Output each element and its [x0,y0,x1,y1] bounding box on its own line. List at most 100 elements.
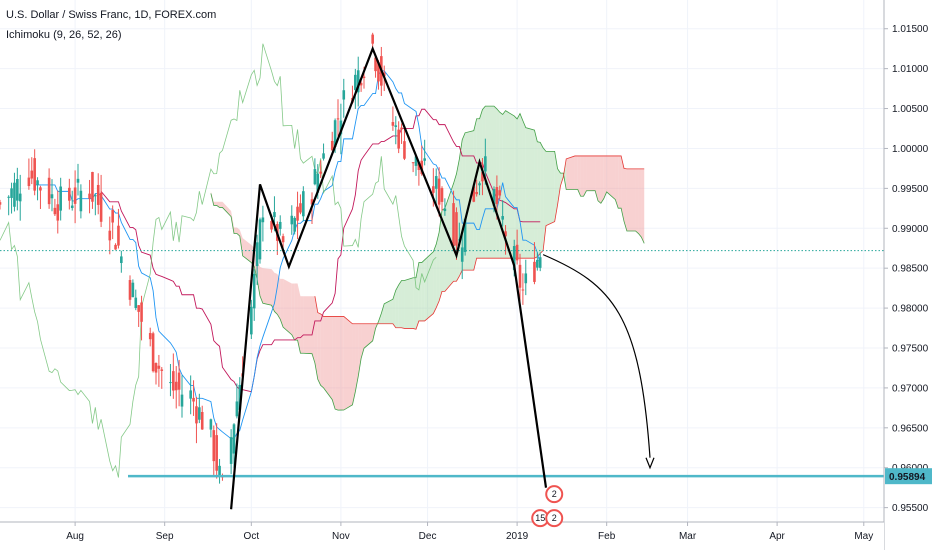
candle-body [484,156,487,172]
candle-body [452,203,455,247]
indicator-legend[interactable]: Ichimoku (9, 26, 52, 26) [6,29,122,41]
senkou-span-b-line [314,155,645,330]
candle-body [252,273,256,309]
candle-body [411,162,415,164]
candle-body [440,188,444,202]
candle-body [333,120,337,147]
cloud-segment [595,155,598,201]
candle-body [258,219,262,260]
cloud-segment [540,142,544,254]
event-marker-label: 15 [535,513,545,523]
price-tick-label: 0.96500 [892,423,929,434]
cloud-segment [355,323,359,392]
candle-body [200,411,204,430]
cloud-segment [476,118,480,259]
candle-body [512,246,516,271]
candle-body [293,217,296,232]
candle-body [56,204,60,221]
candlesticks [0,32,542,484]
cloud-segment [260,266,263,304]
cloud-segment [398,280,402,328]
cloud-segment [577,155,581,197]
candle-body [437,178,441,205]
cloud-segment [338,316,341,411]
candle-body [120,256,123,263]
candle-body [391,122,395,126]
candle-body [151,333,155,372]
cloud-segment [323,316,333,400]
candle-body [73,187,77,204]
time-tick-label: 2019 [506,531,529,542]
price-axis-bg [884,0,932,550]
cloud-segment [583,155,587,197]
candle-body [140,302,143,322]
candle-body [53,207,57,215]
cloud-segment [439,210,442,302]
cloud-segment [574,155,578,190]
candle-body [423,158,426,161]
cloud-segment [494,106,497,259]
candle-body [290,215,294,225]
candle-body [273,212,276,218]
candle-body [322,153,325,159]
cloud-segment [424,251,434,321]
price-tick-label: 0.98500 [892,264,929,275]
candle-body [313,169,317,185]
candle-body [270,221,273,230]
candle-body [475,191,478,195]
cloud-segment [216,201,220,208]
cloud-segment [557,168,561,205]
cloud-segment [277,274,281,320]
cloud-segment [413,277,416,330]
time-tick-label: Apr [769,531,785,542]
candle-body [134,297,138,308]
candle-body [362,76,366,79]
event-marker-icon [545,485,564,504]
cloud-segment [600,155,604,204]
cloud-segment [297,283,301,354]
price-tick-label: 1.00500 [892,104,929,115]
cloud-segment [517,113,520,259]
event-markers[interactable]: 2 15 2 [531,485,564,528]
projection-arrow-head [645,457,655,470]
time-tick-label: Mar [679,531,697,542]
candle-body [255,242,259,267]
candle-body [174,381,178,391]
cloud-segment [502,110,506,259]
cloud-segment [352,323,356,405]
candle-body [96,184,100,205]
user-drawings[interactable] [0,45,884,510]
candle-body [157,365,161,369]
cloud-segment [381,303,385,324]
cloud-segment [343,316,353,411]
candle-body [33,158,36,191]
cloud-segment [303,296,312,354]
price-tick-label: 1.01000 [892,64,929,75]
candle-body [79,190,83,212]
candle-body [524,273,528,284]
senkou-span-a-line [210,105,645,411]
cloud-segment [404,277,414,329]
cloud-segment [254,247,258,280]
price-axis[interactable]: 1.01500 1.01000 1.00500 1.00000 0.99500 0.990… [883,0,932,550]
cloud-segment [384,299,393,324]
candle-body [148,333,152,340]
candle-body [7,196,10,198]
cloud-segment [436,232,440,308]
event-marker-icon [545,509,564,528]
cloud-segment [257,260,260,296]
price-tick-label: 1.00000 [892,144,929,155]
chart-title: U.S. Dollar / Swiss Franc, 1D, FOREX.com [6,9,216,21]
cloud-segment [433,244,437,314]
candle-body [47,177,51,205]
cloud-segment [262,268,272,306]
time-tick-label: Aug [66,531,84,542]
candle-body [10,188,13,198]
cloud-segment [537,141,541,257]
candle-body [330,140,334,151]
cloud-segment [598,155,601,204]
event-marker-label: 2 [552,513,557,523]
cloud-segment [340,316,344,411]
time-axis[interactable]: Aug Sep Oct Nov Dec 2019 Feb Mar Apr May [0,521,884,550]
